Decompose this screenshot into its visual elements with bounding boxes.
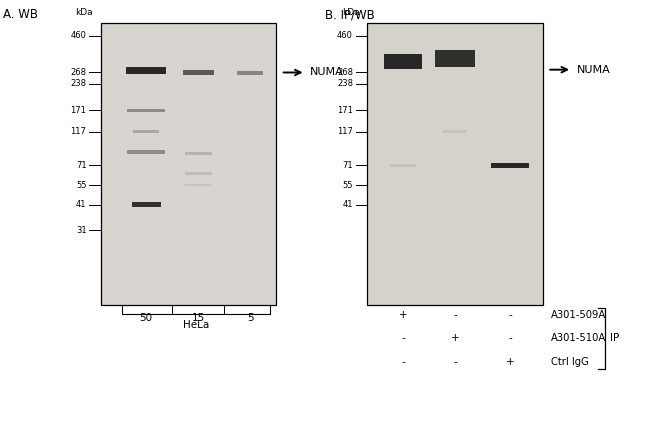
Text: kDa: kDa bbox=[342, 8, 359, 16]
Text: 41: 41 bbox=[76, 200, 86, 209]
Bar bbox=[443, 130, 467, 133]
Text: 268: 268 bbox=[70, 68, 86, 77]
Bar bbox=[491, 163, 529, 168]
Bar bbox=[436, 50, 474, 67]
Text: 55: 55 bbox=[343, 181, 353, 190]
Text: -: - bbox=[401, 357, 405, 367]
Text: 171: 171 bbox=[337, 106, 353, 115]
Text: 117: 117 bbox=[337, 127, 353, 136]
Text: -: - bbox=[508, 310, 512, 320]
Text: 41: 41 bbox=[343, 200, 353, 209]
Text: 31: 31 bbox=[76, 225, 86, 234]
Text: -: - bbox=[508, 333, 512, 343]
Bar bbox=[237, 71, 263, 75]
Bar bbox=[133, 130, 159, 133]
Text: 460: 460 bbox=[71, 31, 86, 41]
Text: -: - bbox=[453, 310, 457, 320]
Text: 171: 171 bbox=[71, 106, 86, 115]
Bar bbox=[185, 173, 212, 175]
Bar bbox=[185, 184, 211, 186]
Text: -: - bbox=[401, 333, 405, 343]
Text: 238: 238 bbox=[70, 79, 86, 88]
Bar bbox=[367, 23, 543, 305]
Text: IP: IP bbox=[610, 333, 619, 343]
Bar bbox=[101, 23, 276, 305]
Text: A301-510A: A301-510A bbox=[551, 333, 606, 343]
Text: A. WB: A. WB bbox=[3, 8, 38, 21]
Text: 5: 5 bbox=[247, 313, 254, 323]
Text: HeLa: HeLa bbox=[183, 320, 209, 330]
Text: 460: 460 bbox=[337, 31, 353, 41]
Text: +: + bbox=[506, 357, 515, 367]
Text: 55: 55 bbox=[76, 181, 86, 190]
Text: B. IP/WB: B. IP/WB bbox=[325, 8, 375, 21]
Text: +: + bbox=[450, 333, 460, 343]
Text: 15: 15 bbox=[192, 313, 205, 323]
Text: 268: 268 bbox=[337, 68, 353, 77]
Text: 117: 117 bbox=[71, 127, 86, 136]
Text: 71: 71 bbox=[76, 161, 86, 170]
Text: +: + bbox=[398, 310, 408, 320]
Text: NUMA: NUMA bbox=[577, 65, 610, 75]
Bar bbox=[132, 202, 161, 207]
Bar bbox=[384, 53, 423, 69]
Text: -: - bbox=[453, 357, 457, 367]
Bar bbox=[127, 109, 165, 112]
Text: A301-509A: A301-509A bbox=[551, 310, 606, 320]
Text: 71: 71 bbox=[343, 161, 353, 170]
Bar bbox=[126, 66, 166, 74]
Bar bbox=[183, 70, 214, 75]
Bar bbox=[390, 164, 416, 167]
Bar bbox=[127, 150, 165, 154]
Text: kDa: kDa bbox=[75, 8, 93, 16]
Text: Ctrl IgG: Ctrl IgG bbox=[551, 357, 588, 367]
Text: NUMA: NUMA bbox=[310, 68, 344, 77]
Text: 50: 50 bbox=[140, 313, 153, 323]
Bar bbox=[185, 152, 212, 155]
Text: 238: 238 bbox=[337, 79, 353, 88]
